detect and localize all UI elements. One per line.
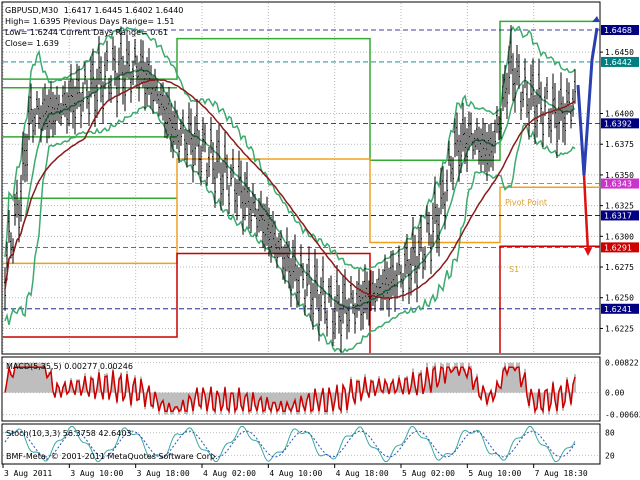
price-tick-label: 1.6375 <box>605 140 634 149</box>
s1-label: S1 <box>509 265 519 274</box>
time-label: 3 Aug 10:00 <box>70 469 123 478</box>
price-tick-label: 1.6325 <box>605 202 634 211</box>
price-tag: 1.6468 <box>604 26 632 35</box>
time-label: 4 Aug 18:00 <box>336 469 389 478</box>
price-tag-box <box>601 178 639 189</box>
forecast-arrows <box>576 16 600 256</box>
time-label: 5 Aug 02:00 <box>402 469 455 478</box>
bollinger-lower <box>4 105 576 353</box>
stoch-title: Stoch(10,3,3) 56.3758 42.6403 <box>6 429 132 438</box>
stoch-lines: 80 20 <box>3 425 615 463</box>
price-axis: 1.6450 1.6400 1.6375 1.6350 1.6325 1.6300 1.62… <box>600 48 634 333</box>
price-tick-label: 1.6450 <box>605 48 634 57</box>
time-label: 3 Aug 2011 <box>4 469 52 478</box>
price-tag: 1.6442 <box>604 58 632 67</box>
macd-tick-label: -0.00603 <box>605 411 640 420</box>
time-label: 3 Aug 18:00 <box>137 469 190 478</box>
price-tag: 1.6343 <box>604 180 632 189</box>
bollinger-bands <box>4 25 576 353</box>
grid <box>2 3 600 353</box>
price-tag-box <box>601 118 639 129</box>
stoch-tick-label: 20 <box>605 451 615 460</box>
info-line-high: High= 1.6395 Previous Days Range= 1.51 <box>5 17 174 26</box>
forecast-down-arrowhead <box>584 248 592 256</box>
price-tag-box <box>601 242 639 253</box>
moving-average <box>4 78 576 299</box>
stoch-signal-line <box>4 430 576 458</box>
macd-title: MACD(5,35,5) 0.00277 0.00246 <box>6 362 133 371</box>
copyright: BMF-Meta, © 2001-2011 MetaQuotes Softwar… <box>6 452 218 461</box>
price-tick-label: 1.6250 <box>605 294 634 303</box>
pivot-line <box>3 158 600 265</box>
bollinger-middle <box>4 68 576 309</box>
time-label: 5 Aug 10:00 <box>468 469 521 478</box>
time-label: 4 Aug 10:00 <box>269 469 322 478</box>
price-tick-label: 1.6225 <box>605 324 634 333</box>
support-line <box>3 252 371 353</box>
price-tag: 1.6291 <box>604 243 632 252</box>
forecast-up-arrowhead <box>592 16 600 22</box>
bollinger-upper <box>4 25 576 273</box>
macd-histogram: 0.00822 0.00 -0.00603 <box>3 359 640 420</box>
symbol-header: GBPUSD,M30 1.6417 1.6445 1.6402 1.6440 <box>5 6 183 15</box>
pivot-lines <box>3 20 600 353</box>
macd-tick-label: 0.00 <box>605 389 624 398</box>
time-label: 7 Aug 18:30 <box>535 469 588 478</box>
moving-average-line <box>4 78 576 299</box>
price-tag-box <box>601 210 639 221</box>
price-tag: 1.6317 <box>604 211 632 220</box>
price-tags: 1.6468 1.6442 1.6392 1.6343 1.6317 1.6291 1.62… <box>601 25 639 314</box>
price-tick-label: 1.6400 <box>605 110 634 119</box>
price-tag-box <box>601 25 639 36</box>
stoch-main-line <box>4 425 576 463</box>
macd-tick-label: 0.00822 <box>605 359 639 368</box>
forecast-down-line <box>582 174 590 253</box>
price-tag: 1.6241 <box>604 305 632 314</box>
price-tick-label: 1.6350 <box>605 171 634 180</box>
price-tick-label: 1.6275 <box>605 263 634 272</box>
support-line <box>499 245 600 353</box>
time-label: 4 Aug 02:00 <box>203 469 256 478</box>
forecast-up-line <box>576 27 599 176</box>
price-tag-box <box>601 303 639 314</box>
price-tag: 1.6392 <box>604 119 632 128</box>
price-tick-label: 1.6300 <box>605 232 634 241</box>
price-tag-box <box>601 56 639 67</box>
info-line-low: Low= 1.6244 Current Days Range= 0.61 <box>5 28 168 37</box>
info-line-close: Close= 1.639 <box>5 39 59 48</box>
stoch-tick-label: 80 <box>605 429 615 438</box>
macd-signal-line <box>4 365 576 414</box>
pivot-point-label: Pivot Point <box>505 198 547 207</box>
time-axis: 3 Aug 2011 3 Aug 10:00 3 Aug 18:00 4 Aug 02… <box>2 464 588 478</box>
price-bars <box>4 25 576 353</box>
